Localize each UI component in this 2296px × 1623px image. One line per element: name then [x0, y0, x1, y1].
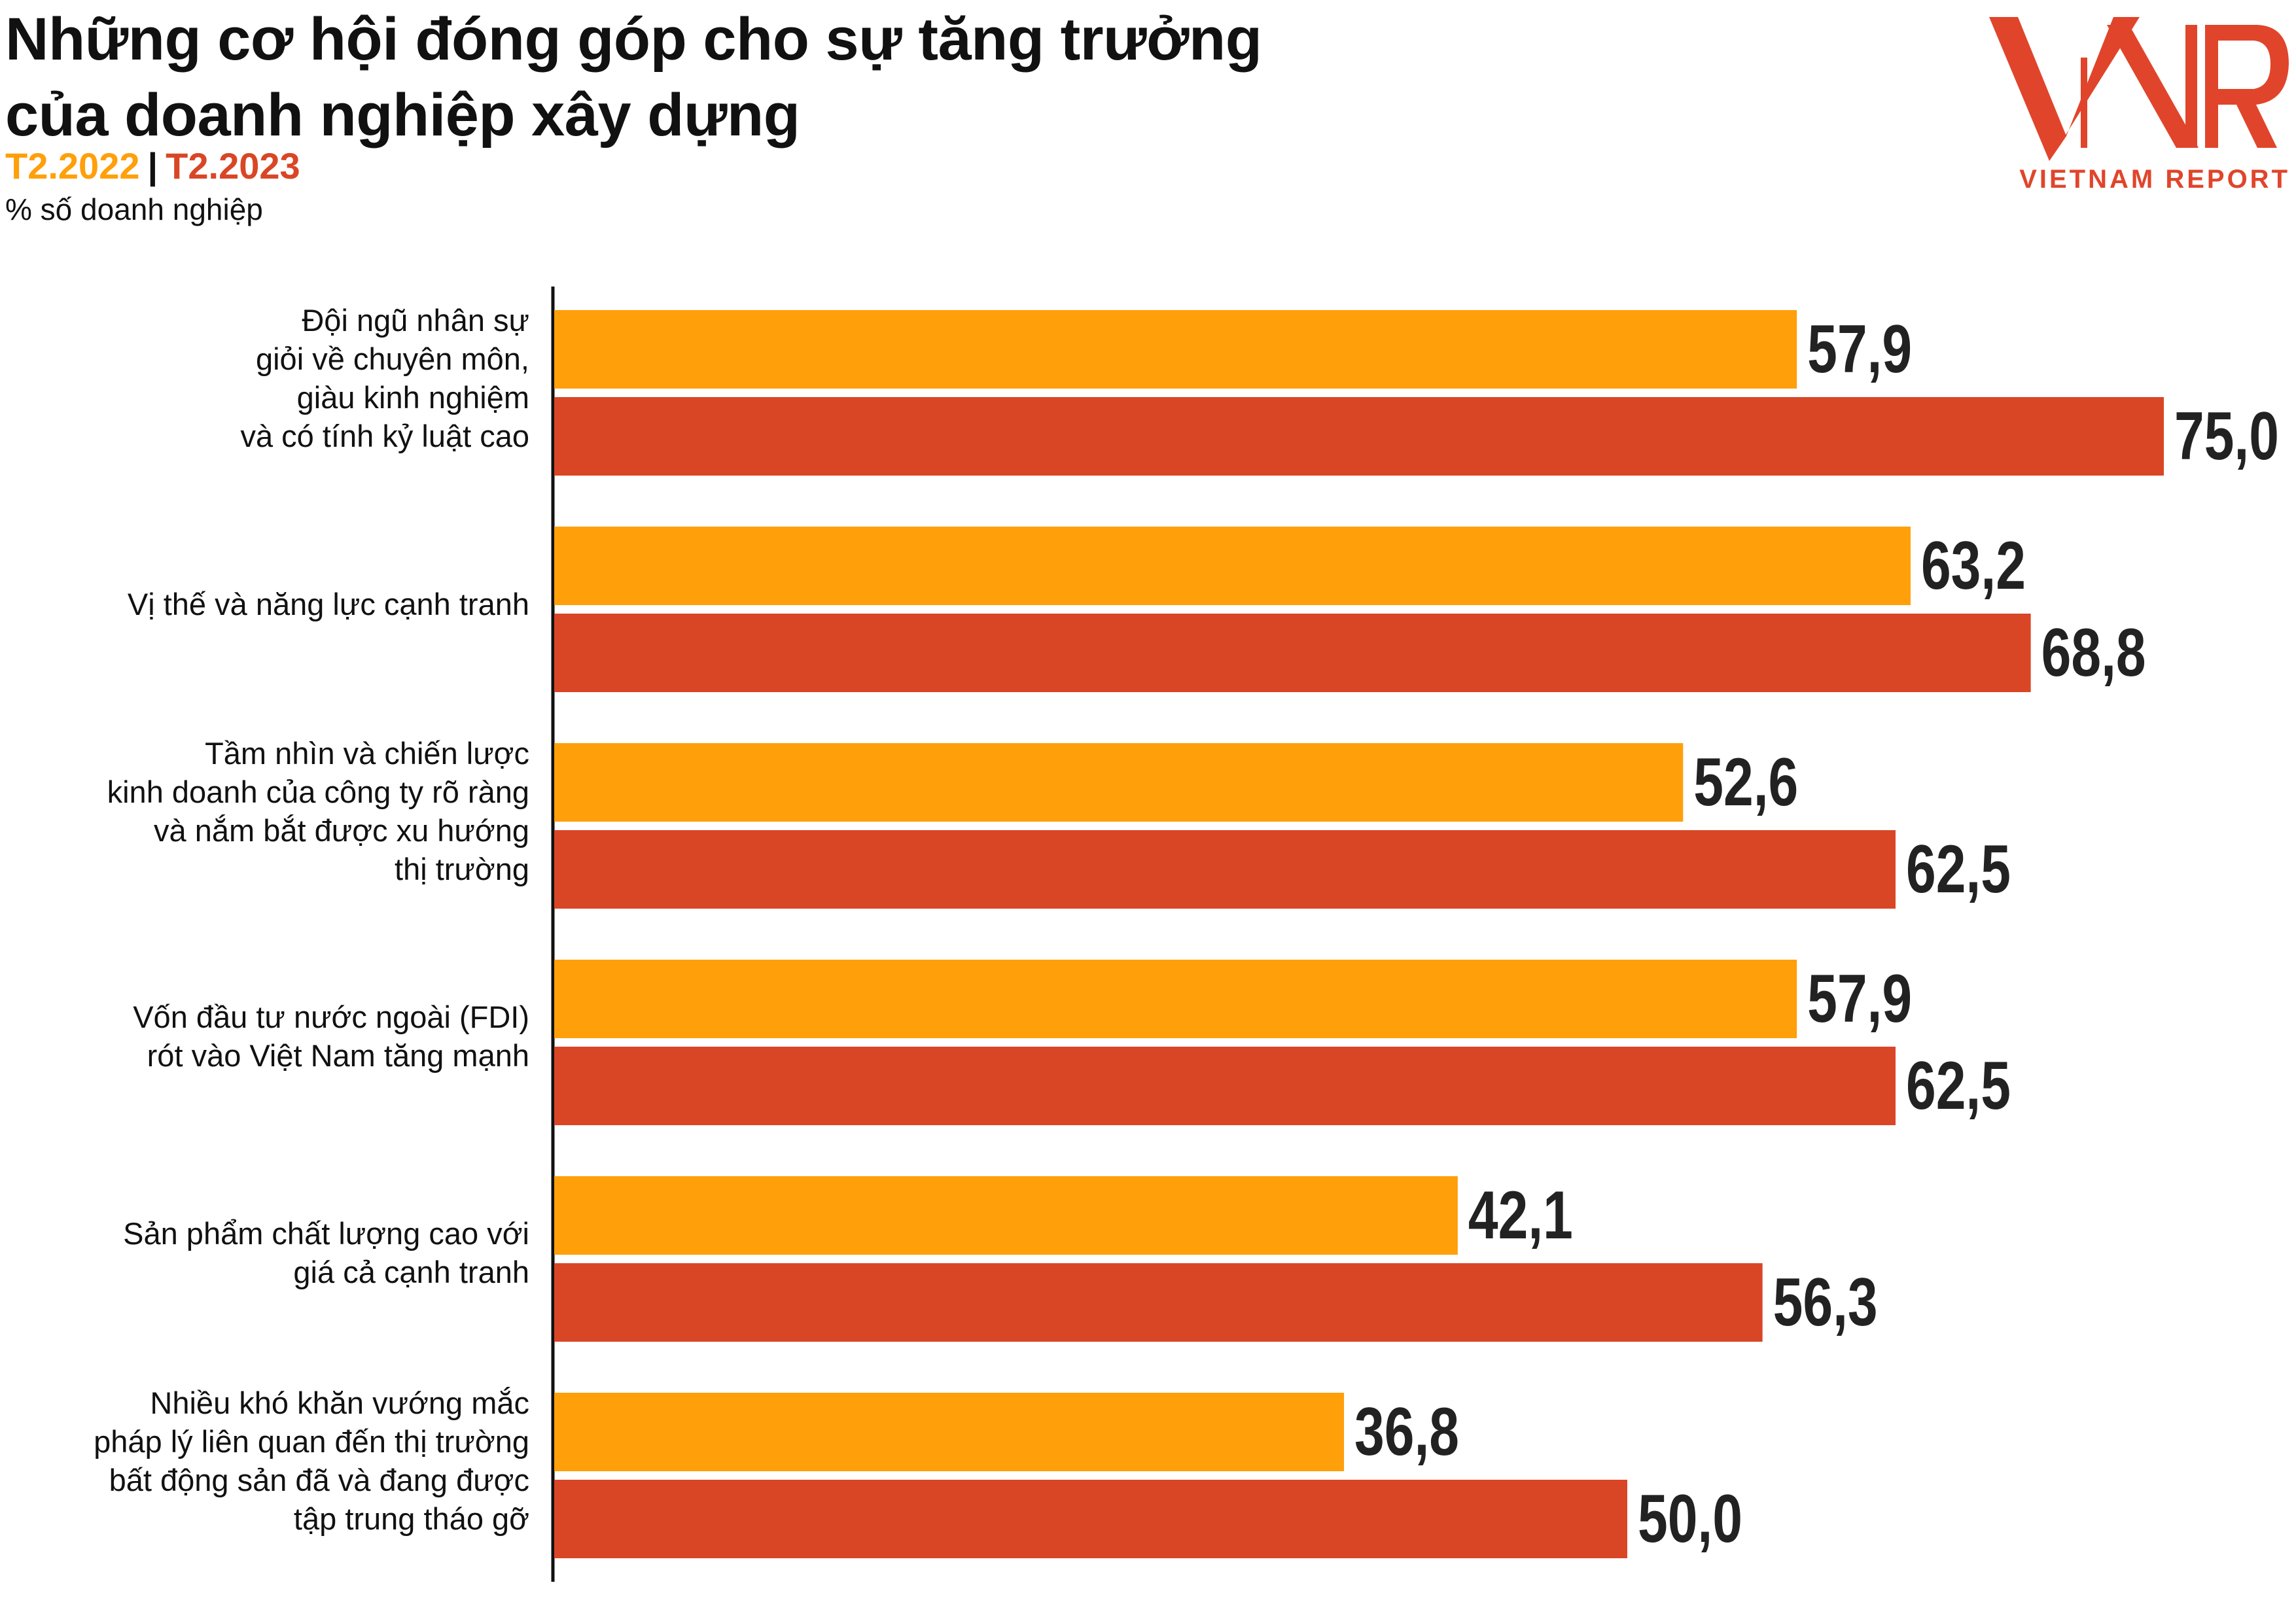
value-label-2023-6: 50,0 [1638, 1481, 1742, 1557]
category-label-4: Vốn đầu tư nước ngoài (FDI) rót vào Việt … [133, 998, 529, 1075]
category-label-line: giàu kinh nghiệm [296, 380, 529, 415]
legend-item-2023: T2.2023 [166, 145, 300, 186]
value-label-2023-5: 56,3 [1773, 1265, 1878, 1340]
vnr-logo [1989, 17, 2289, 161]
category-label-line: Đội ngũ nhân sự [302, 303, 529, 338]
value-labels-group: 57,9 75,0 63,268,8 52,6 62,5 57,9 62,5 42,1 56,3… [1354, 311, 2279, 1557]
legend: T2.2022 | T2.2023 [5, 145, 300, 187]
category-label-1: Đội ngũ nhân sự giỏi về chuyên môn, giàu k… [240, 301, 529, 455]
bar-2022-5 [554, 1176, 1458, 1255]
value-label-2022-6: 36,8 [1354, 1394, 1459, 1470]
value-label-2023-3: 62,5 [1906, 831, 2011, 907]
bar-2022-6 [554, 1393, 1345, 1471]
category-label-line: Tầm nhìn và chiến lược [205, 736, 529, 771]
bar-2023-1 [554, 397, 2164, 476]
bar-2022-3 [554, 743, 1684, 822]
bars-group [554, 310, 2164, 1558]
category-label-line: và nắm bắt được xu hướng [154, 813, 529, 848]
category-label-line: và có tính kỷ luật cao [240, 419, 529, 453]
category-label-6: Nhiều khó khăn vướng mắc pháp lý liên qua… [94, 1384, 529, 1538]
category-label-line: tập trung tháo gỡ [293, 1501, 529, 1536]
category-label-5: Sản phẩm chất lượng cao với giá cả cạnh t… [123, 1214, 529, 1291]
value-label-2022-5: 42,1 [1468, 1178, 1573, 1253]
unit-label: % số doanh nghiệp [5, 192, 263, 226]
category-label-line: pháp lý liên quan đến thị trường [94, 1424, 529, 1459]
category-label-line: Vị thế và năng lực cạnh tranh [127, 587, 529, 621]
value-label-2022-1: 57,9 [1807, 311, 1912, 387]
category-label-line: giỏi về chuyên môn, [255, 341, 529, 376]
category-label-line: Sản phẩm chất lượng cao với [123, 1215, 529, 1251]
title-line-1: Những cơ hội đóng góp cho sự tăng trưởng [5, 6, 1262, 73]
legend-item-2022: T2.2022 [5, 145, 140, 186]
value-label-2023-4: 62,5 [1906, 1048, 2011, 1124]
category-label-2: Vị thế và năng lực cạnh tranh [128, 585, 529, 623]
title-line-2: của doanh nghiệp xây dựng [5, 82, 800, 148]
value-label-2022-3: 52,6 [1693, 744, 1798, 820]
bar-2022-2 [554, 527, 1911, 605]
legend-separator: | [147, 145, 158, 186]
category-label-line: Vốn đầu tư nước ngoài (FDI) [133, 999, 529, 1034]
bar-2022-1 [554, 310, 1797, 389]
category-label-line: thị trường [395, 852, 529, 886]
value-label-2022-4: 57,9 [1807, 961, 1912, 1037]
category-label-line: Nhiều khó khăn vướng mắc [150, 1386, 529, 1420]
bar-2023-4 [554, 1047, 1896, 1125]
chart-title: Những cơ hội đóng góp cho sự tăng trưởng… [5, 1, 1262, 153]
bar-2023-5 [554, 1263, 1763, 1342]
category-label-line: bất động sản đã và đang được [109, 1463, 529, 1497]
bar-2023-3 [554, 830, 1896, 909]
category-label-line: rót vào Việt Nam tăng mạnh [147, 1038, 529, 1073]
bar-2023-6 [554, 1480, 1627, 1558]
bar-2022-4 [554, 960, 1797, 1038]
category-label-3: Tầm nhìn và chiến lược kinh doanh của côn… [107, 734, 529, 888]
value-label-2022-2: 63,2 [1921, 528, 2026, 604]
vnr-logo-mark [1989, 17, 2289, 161]
value-label-2023-1: 75,0 [2174, 398, 2279, 474]
category-label-line: kinh doanh của công ty rõ ràng [107, 775, 529, 809]
logo-text: VIETNAM REPORT [2019, 165, 2290, 194]
value-label-2023-2: 68,8 [2041, 615, 2146, 691]
bar-2023-2 [554, 614, 2031, 692]
category-label-line: giá cả cạnh tranh [293, 1254, 529, 1289]
